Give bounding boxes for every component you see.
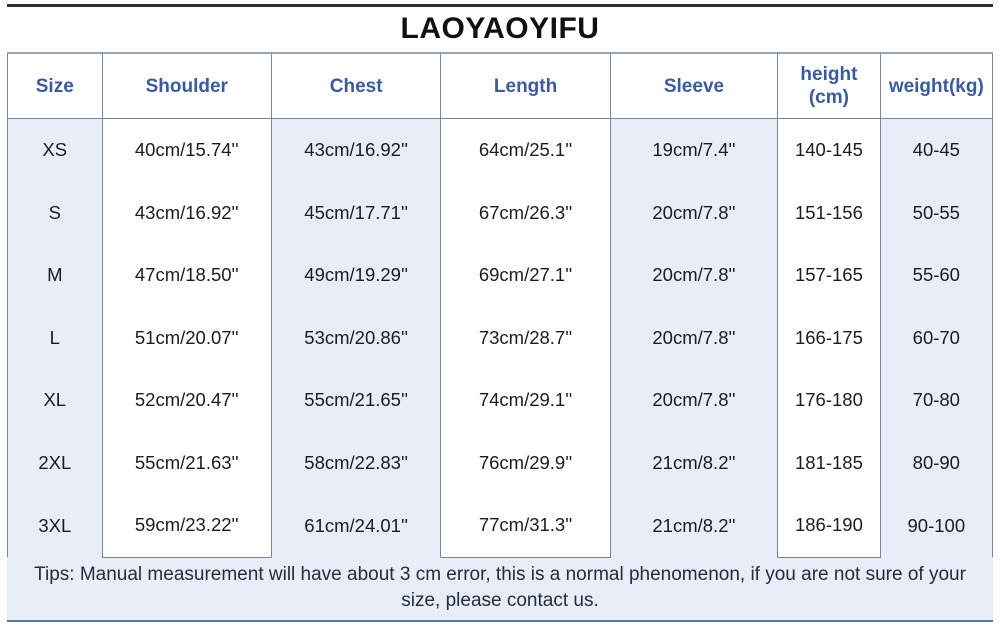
measurement-cell: 70-80 [879, 369, 994, 432]
measurement-cell: 80-90 [879, 431, 994, 494]
size-label-cell: M [7, 244, 103, 307]
table-row: L 51cm/20.07'' 53cm/20.86'' 73cm/28.7'' 20cm… [7, 306, 994, 369]
table-row: XL 52cm/20.47'' 55cm/21.65'' 74cm/29.1'' 20c… [7, 369, 994, 432]
measurement-cell: 74cm/29.1'' [440, 369, 611, 432]
size-label-cell: XS [7, 118, 103, 182]
column-header-chest: Chest [270, 54, 442, 119]
measurement-cell: 166-175 [777, 306, 881, 369]
measurement-cell: 43cm/16.92'' [270, 118, 442, 182]
size-label-cell: XL [7, 369, 103, 432]
measurement-cell: 51cm/20.07'' [101, 306, 272, 369]
measurement-cell: 90-100 [879, 494, 994, 557]
measurement-cell: 21cm/8.2'' [609, 494, 779, 557]
table-row: 2XL 55cm/21.63'' 58cm/22.83'' 76cm/29.9'' 21… [7, 431, 994, 494]
measurement-cell: 20cm/7.8'' [609, 369, 779, 432]
measurement-cell: 67cm/26.3'' [440, 181, 611, 244]
table-row: XS 40cm/15.74'' 43cm/16.92'' 64cm/25.1'' 19c… [7, 118, 994, 182]
measurement-cell: 59cm/23.22'' [101, 494, 272, 558]
chart-content: Size Shoulder Chest Length Sleeve height… [7, 54, 994, 622]
measurement-cell: 20cm/7.8'' [609, 306, 779, 369]
measurement-cell: 140-145 [777, 118, 881, 182]
measurement-cell: 20cm/7.8'' [609, 244, 779, 307]
measurement-cell: 40cm/15.74'' [101, 118, 272, 182]
measurement-cell: 73cm/28.7'' [440, 306, 611, 369]
column-header-height: height (cm) [777, 54, 881, 119]
measurement-cell: 64cm/25.1'' [440, 118, 611, 182]
measurement-cell: 61cm/24.01'' [270, 494, 442, 557]
measurement-cell: 76cm/29.9'' [440, 431, 611, 494]
top-rule [7, 4, 993, 7]
column-header-size: Size [7, 54, 103, 119]
title-bar: LAOYAOYIFU [7, 7, 993, 54]
brand-title: LAOYAOYIFU [400, 12, 600, 45]
measurement-cell: 55cm/21.65'' [270, 369, 442, 432]
column-header-shoulder: Shoulder [101, 54, 272, 119]
size-label-cell: L [7, 306, 103, 369]
measurement-cell: 45cm/17.71'' [270, 181, 442, 244]
table-row: 3XL 59cm/23.22'' 61cm/24.01'' 77cm/31.3'' 21… [7, 494, 994, 558]
size-label-cell: 3XL [7, 494, 103, 557]
column-header-length: Length [440, 54, 611, 119]
measurement-cell: 20cm/7.8'' [609, 181, 779, 244]
measurement-cell: 55cm/21.63'' [101, 431, 272, 494]
measurement-cell: 58cm/22.83'' [270, 431, 442, 494]
table-row: M 47cm/18.50'' 49cm/19.29'' 69cm/27.1'' 20cm… [7, 244, 994, 307]
measurement-cell: 53cm/20.86'' [270, 306, 442, 369]
measurement-cell: 40-45 [879, 118, 994, 182]
tips-note: Tips: Manual measurement will have about… [34, 563, 966, 611]
measurement-cell: 50-55 [879, 181, 994, 244]
measurement-cell: 52cm/20.47'' [101, 369, 272, 432]
size-chart-table: Size Shoulder Chest Length Sleeve height… [7, 54, 994, 558]
measurement-cell: 60-70 [879, 306, 994, 369]
size-label-cell: 2XL [7, 431, 103, 494]
size-label-cell: S [7, 181, 103, 244]
column-header-weight: weight(kg) [879, 54, 994, 119]
measurement-cell: 77cm/31.3'' [440, 494, 611, 558]
measurement-cell: 19cm/7.4'' [609, 118, 779, 182]
table-header-row: Size Shoulder Chest Length Sleeve height… [7, 54, 994, 119]
measurement-cell: 43cm/16.92'' [101, 181, 272, 244]
measurement-cell: 181-185 [777, 431, 881, 494]
column-header-sleeve: Sleeve [609, 54, 779, 119]
measurement-cell: 55-60 [879, 244, 994, 307]
measurement-cell: 21cm/8.2'' [609, 431, 779, 494]
table-body: XS 40cm/15.74'' 43cm/16.92'' 64cm/25.1'' 19c… [7, 118, 994, 558]
measurement-cell: 49cm/19.29'' [270, 244, 442, 307]
measurement-cell: 47cm/18.50'' [101, 244, 272, 307]
measurement-cell: 151-156 [777, 181, 881, 244]
measurement-cell: 186-190 [777, 494, 881, 558]
measurement-cell: 69cm/27.1'' [440, 244, 611, 307]
measurement-cell: 176-180 [777, 369, 881, 432]
measurement-cell: 157-165 [777, 244, 881, 307]
table-row: S 43cm/16.92'' 45cm/17.71'' 67cm/26.3'' 20cm… [7, 181, 994, 244]
